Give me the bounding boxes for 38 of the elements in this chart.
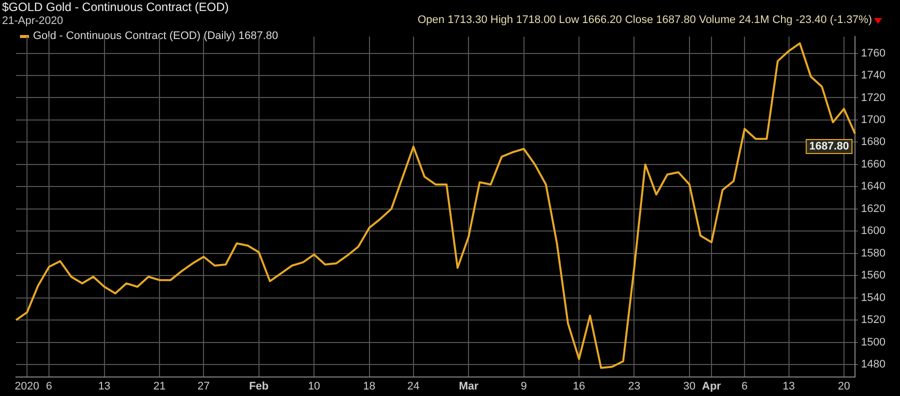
y-tick-label: 1660 <box>861 158 886 170</box>
data-label: 1687.80 <box>809 140 850 153</box>
x-tick-label: 2020 <box>14 380 40 392</box>
y-tick-label: 1680 <box>861 136 886 148</box>
y-tick-label: 1500 <box>861 336 886 348</box>
x-tick-label: Feb <box>249 380 269 392</box>
x-tick-label: 23 <box>628 380 640 392</box>
x-tick-label: 24 <box>407 380 420 392</box>
x-tick-label: 21 <box>153 380 166 392</box>
y-tick-label: 1480 <box>861 358 886 371</box>
chart-subtitle: 21-Apr-2020 <box>2 15 64 27</box>
y-tick-label: 1600 <box>861 225 886 238</box>
x-tick-label: Apr <box>702 380 722 392</box>
legend-label: Gold - Continuous Contract (EOD) (Daily) 1687.80 <box>33 30 278 42</box>
y-tick-label: 1580 <box>861 247 886 260</box>
y-tick-label: 1740 <box>861 70 886 82</box>
x-tick-label: 9 <box>520 380 527 392</box>
y-tick-label: 1700 <box>861 114 886 126</box>
x-tick-label: Mar <box>458 380 480 392</box>
y-tick-label: 1720 <box>861 92 886 104</box>
y-tick-label: 1640 <box>861 180 886 193</box>
x-tick-label: 10 <box>308 380 320 392</box>
y-tick-label: 1560 <box>861 270 886 282</box>
y-tick-label: 1760 <box>861 47 886 60</box>
y-tick-label: 1620 <box>861 202 886 215</box>
y-tick-label: 1540 <box>861 292 886 304</box>
chart-title: $GOLD Gold - Continuous Contract (EOD) <box>2 0 229 14</box>
x-tick-label: 13 <box>98 380 110 392</box>
x-tick-label: 6 <box>46 380 52 392</box>
x-tick-label: 20 <box>838 380 850 392</box>
x-tick-label: 18 <box>363 380 376 392</box>
x-tick-label: 27 <box>198 380 210 392</box>
x-tick-label: 13 <box>782 380 795 392</box>
y-tick-label: 1520 <box>861 314 886 326</box>
x-tick-label: 6 <box>742 380 748 392</box>
x-tick-label: 30 <box>683 380 696 392</box>
text: Open 1713.30 High 1718.00 Low 1666.20 Close 1687.80 Volume 24.1M Chg -23.40 (-1.37%) <box>418 14 872 26</box>
x-tick-label: 16 <box>572 380 586 392</box>
